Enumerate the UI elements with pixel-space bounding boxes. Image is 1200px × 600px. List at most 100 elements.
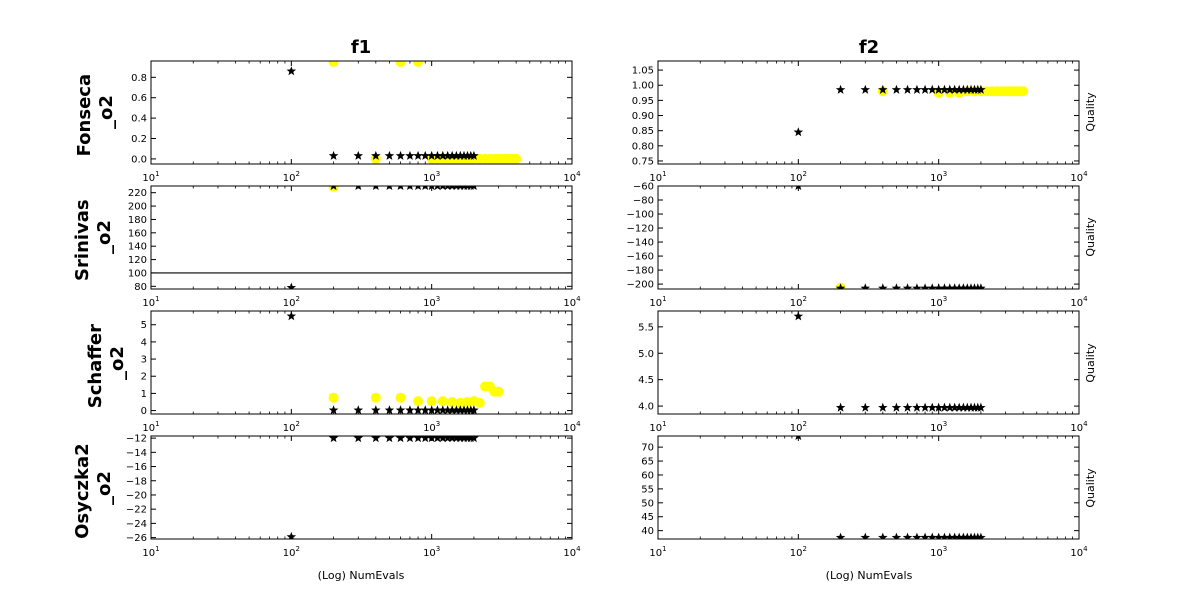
panel-3-1: 101 102 103 104 40 45 50 55 60 65 70 [641, 435, 1088, 559]
column-title-f2: f2 [859, 37, 879, 58]
star-point [927, 532, 937, 539]
star-point [405, 150, 415, 160]
row-title-schaffer-line1: Schaffer [85, 324, 106, 408]
x-tick-label: 104 [563, 545, 581, 559]
star-point [328, 150, 339, 160]
x-tick-label: 103 [930, 545, 947, 559]
star-point [933, 532, 944, 539]
y-tick-label: 140 [128, 242, 147, 253]
star-point [976, 532, 986, 539]
y-tick-label: −24 [126, 519, 147, 530]
y-tick-label: −140 [627, 238, 654, 249]
x-axis-label-f1: (Log) NumEvals [318, 569, 405, 582]
y-tick-label: −16 [126, 462, 147, 473]
dot-point [413, 396, 424, 407]
y-tick-label: 3 [141, 355, 147, 366]
star-point [962, 402, 973, 412]
star-point [927, 84, 937, 94]
y-tick-label: 50 [641, 498, 654, 509]
y-tick-label: −120 [627, 224, 654, 235]
star-point [891, 532, 902, 539]
star-point [920, 532, 930, 539]
plot-area [795, 186, 986, 289]
x-tick-label: 101 [649, 545, 666, 559]
x-tick-label: 103 [930, 170, 947, 184]
star-point [386, 186, 393, 191]
star-point [945, 84, 955, 94]
y-tick-label: 100 [128, 268, 147, 279]
axes-frame [150, 435, 573, 540]
star-point [428, 186, 435, 191]
x-tick-label: 103 [930, 420, 947, 434]
row-title-osyczka2-line2: _o2 [94, 471, 115, 505]
quality-label-row2: Quality [1084, 217, 1097, 257]
panel-1-1: 101 102 103 104 −60 −80 −100 −120 −140 −160 −180 −2… [627, 182, 1089, 310]
x-tick-label: 104 [1070, 420, 1088, 434]
star-point [442, 405, 453, 414]
y-tick-label: 55 [641, 484, 654, 495]
star-point [447, 150, 457, 160]
star-point [902, 402, 913, 412]
star-point [912, 283, 922, 289]
x-tick-label: 101 [649, 420, 666, 434]
star-point [966, 84, 976, 94]
x-tick-label: 103 [423, 295, 440, 309]
star-point [860, 402, 871, 412]
panel-2-0: 101 102 103 104 0 1 2 3 4 5 [141, 310, 581, 434]
star-point [860, 84, 871, 94]
star-point [927, 283, 937, 289]
star-point [878, 532, 888, 539]
x-tick-label: 104 [563, 170, 581, 184]
star-point [439, 186, 446, 191]
x-tick-label: 104 [563, 420, 581, 434]
axes-frame [150, 185, 573, 290]
star-point [434, 186, 441, 191]
y-tick-label: 0.4 [131, 114, 147, 125]
star-point [958, 402, 969, 412]
star-point [384, 150, 395, 160]
star-point [860, 532, 871, 539]
row-title-schaffer: Schaffer _o2 [85, 318, 128, 409]
panel-1-0: 101 102 103 104 80 100 120 140 160 180 200 220 [128, 185, 581, 309]
star-point [939, 402, 950, 412]
star-point [976, 402, 986, 412]
star-point [413, 150, 423, 160]
y-tick-label: 0.95 [632, 96, 654, 107]
star-point [330, 186, 337, 191]
row-title-srinivas-line2: _o2 [94, 220, 115, 254]
star-point [793, 311, 804, 321]
plot-area [286, 311, 504, 414]
star-point [447, 405, 457, 414]
star-point [835, 84, 846, 94]
star-point [927, 402, 937, 412]
y-tick-label: 4 [141, 337, 147, 348]
star-point [860, 283, 871, 289]
star-point [949, 402, 960, 412]
x-tick-label: 104 [1070, 170, 1088, 184]
star-point [912, 402, 922, 412]
star-point [966, 402, 976, 412]
star-point [286, 282, 297, 289]
x-tick-label: 101 [142, 545, 159, 559]
plot-area [286, 436, 479, 539]
star-point [444, 186, 451, 191]
star-point [878, 283, 888, 289]
star-point [420, 150, 430, 160]
dot-point [933, 87, 944, 98]
y-tick-label: 200 [128, 202, 147, 213]
star-point [371, 405, 381, 414]
dot-point [944, 87, 955, 98]
star-point [286, 531, 297, 539]
x-tick-label: 101 [649, 295, 666, 309]
dot-point [395, 61, 406, 68]
star-point [405, 436, 415, 443]
axes-frame [657, 435, 1080, 540]
star-point [395, 405, 406, 414]
x-tick-label: 103 [930, 295, 947, 309]
x-tick-label: 104 [1070, 295, 1088, 309]
star-point [920, 84, 930, 94]
y-tick-label: −80 [633, 196, 654, 207]
star-point [920, 402, 930, 412]
